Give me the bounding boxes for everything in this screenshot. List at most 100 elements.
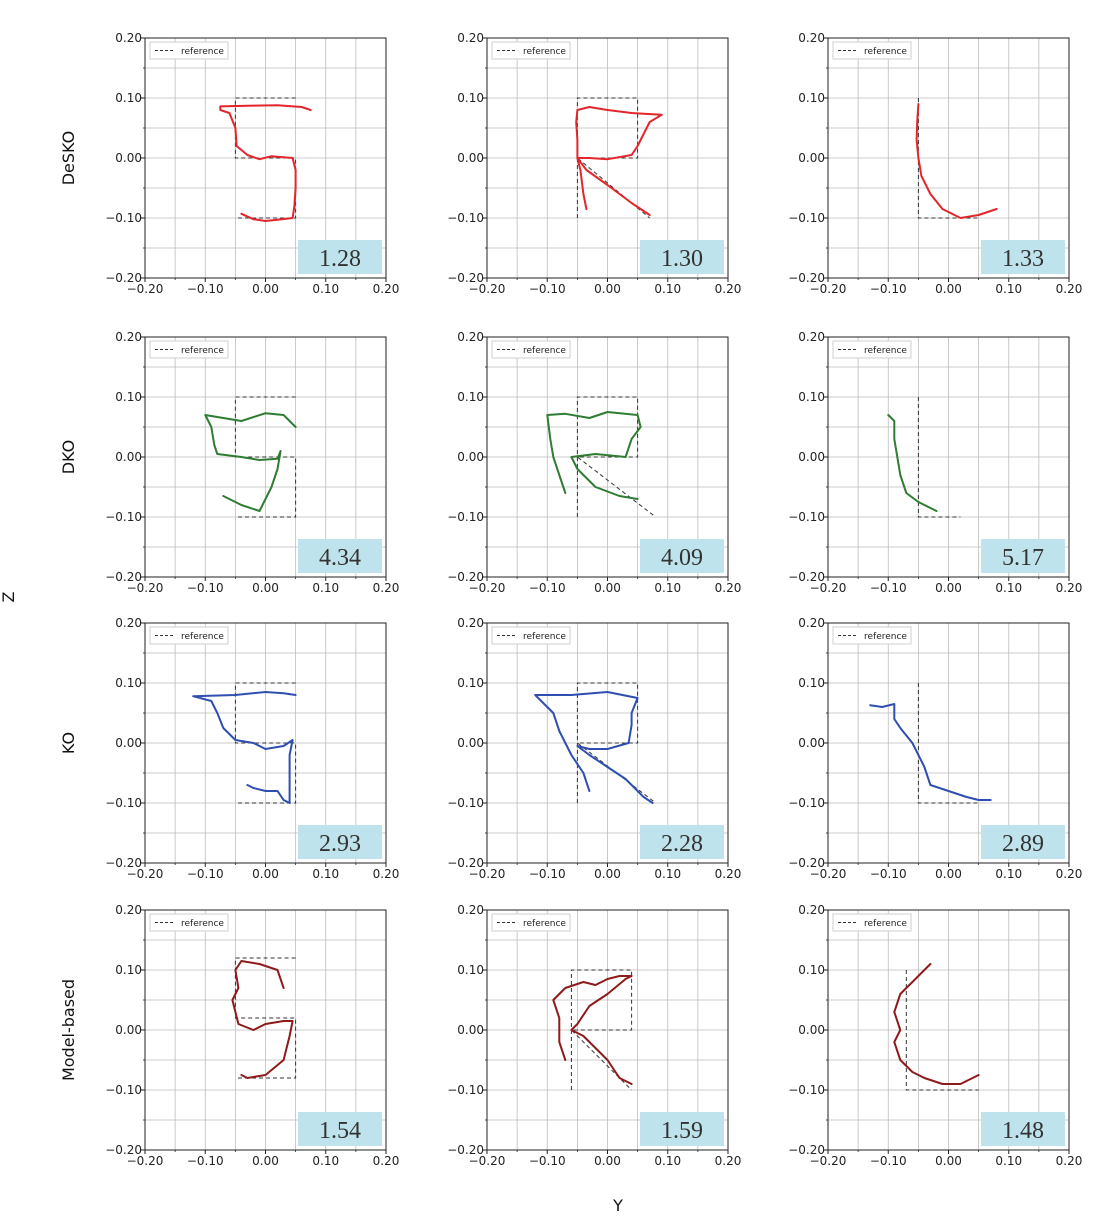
x-tick-label: 0.20 [715, 581, 742, 595]
row-label: Model-based [59, 979, 78, 1081]
y-tick-label: −0.10 [105, 211, 142, 225]
trajectory-line [204, 412, 297, 512]
row-label: DeSKO [59, 131, 78, 186]
legend-box [491, 340, 571, 359]
score-box [981, 240, 1065, 274]
y-tick-label: −0.10 [447, 510, 484, 524]
subplot-model-based-r: −0.20−0.20 −0.10 −0.10 0.00 0.00 0.10 0.10 0.20… [447, 903, 741, 1168]
x-tick-label: 0.10 [312, 282, 339, 296]
y-tick-label: 0.10 [457, 963, 484, 977]
score-value: 2.89 [1002, 831, 1044, 857]
x-tick-label: 0.10 [312, 581, 339, 595]
x-tick-label: −0.10 [870, 282, 907, 296]
x-tick-label: 0.20 [715, 867, 742, 881]
y-tick-label: −0.20 [788, 570, 825, 584]
subplot-dko-r: −0.20−0.20 −0.10 −0.10 0.00 0.00 0.10 0.10 0.20… [447, 330, 741, 595]
trajectory-line [869, 703, 992, 801]
y-tick-label: −0.20 [105, 856, 142, 870]
trajectory-line [231, 960, 294, 1079]
x-tick-label: 0.00 [252, 867, 279, 881]
y-tick-label: 0.00 [115, 450, 142, 464]
reference-path [575, 396, 657, 518]
legend-box [832, 41, 912, 60]
reference-path [917, 683, 979, 804]
x-tick-label: −0.10 [529, 867, 566, 881]
legend: reference [832, 340, 912, 359]
x-tick-label: 0.20 [373, 867, 400, 881]
reference-path [575, 682, 657, 804]
score-value: 1.48 [1002, 1118, 1044, 1144]
trajectory-line [893, 963, 980, 1085]
reference-path [234, 682, 297, 804]
legend: reference [491, 913, 571, 932]
y-tick-label: −0.10 [788, 796, 825, 810]
x-tick-label: 0.20 [1056, 867, 1083, 881]
legend-label: reference [864, 632, 907, 642]
x-tick-label: 0.10 [654, 581, 681, 595]
y-tick-label: −0.20 [447, 856, 484, 870]
subplot-ko-r: −0.20−0.20 −0.10 −0.10 0.00 0.00 0.10 0.10 0.20… [447, 616, 741, 881]
legend-label: reference [181, 346, 224, 356]
trajectory-line [192, 691, 297, 804]
y-tick-label: 0.20 [798, 31, 825, 45]
x-tick-label: −0.10 [529, 1154, 566, 1168]
x-tick-label: −0.20 [810, 867, 847, 881]
x-tick-label: 0.20 [715, 282, 742, 296]
trajectory-line [552, 975, 633, 1085]
reference-path [905, 970, 979, 1091]
y-tick-label: 0.20 [457, 903, 484, 917]
y-tick-label: −0.10 [105, 1083, 142, 1097]
x-tick-label: −0.20 [810, 282, 847, 296]
reference-path [234, 957, 297, 1079]
y-tick-label: 0.20 [115, 616, 142, 630]
legend-box [491, 41, 571, 60]
x-tick-label: 0.00 [935, 1154, 962, 1168]
x-tick-label: 0.00 [252, 581, 279, 595]
y-tick-label: 0.10 [115, 963, 142, 977]
legend-box [832, 626, 912, 645]
y-tick-label: 0.20 [115, 31, 142, 45]
score-box [640, 539, 724, 573]
legend: reference [832, 41, 912, 60]
y-tick-label: −0.20 [788, 271, 825, 285]
x-tick-label: 0.00 [594, 1154, 621, 1168]
y-tick-label: 0.00 [115, 736, 142, 750]
x-tick-label: 0.10 [654, 1154, 681, 1168]
x-tick-label: 0.10 [654, 282, 681, 296]
row-label: DKO [59, 440, 78, 475]
x-tick-label: 0.00 [252, 1154, 279, 1168]
y-tick-label: −0.20 [105, 271, 142, 285]
x-tick-label: 0.10 [312, 1154, 339, 1168]
y-tick-label: 0.10 [798, 676, 825, 690]
legend-label: reference [523, 919, 566, 929]
y-tick-label: 0.20 [115, 903, 142, 917]
x-tick-label: 0.00 [935, 282, 962, 296]
y-tick-label: 0.20 [798, 330, 825, 344]
subplot-desko-r: −0.20−0.20 −0.10 −0.10 0.00 0.00 0.10 0.10 0.20… [447, 31, 741, 296]
y-axis-title: Z [0, 591, 18, 602]
x-tick-label: 0.20 [373, 581, 400, 595]
legend-box [149, 626, 229, 645]
subplot-desko-l: −0.20−0.20 −0.10 −0.10 0.00 0.00 0.10 0.10 0.20… [788, 31, 1082, 296]
legend-label: reference [523, 632, 566, 642]
y-tick-label: −0.10 [105, 510, 142, 524]
y-tick-label: 0.00 [115, 151, 142, 165]
score-box [640, 825, 724, 859]
y-tick-label: 0.20 [457, 616, 484, 630]
score-value: 1.59 [661, 1118, 703, 1144]
x-tick-label: −0.10 [529, 581, 566, 595]
y-tick-label: 0.10 [798, 91, 825, 105]
subplot-dko-s: −0.20−0.20 −0.10 −0.10 0.00 0.00 0.10 0.10 0.20… [105, 330, 399, 595]
legend: reference [491, 340, 571, 359]
x-tick-label: −0.20 [127, 282, 164, 296]
subplot-dko-l: −0.20−0.20 −0.10 −0.10 0.00 0.00 0.10 0.10 0.20… [788, 330, 1082, 595]
y-tick-label: −0.10 [447, 796, 484, 810]
legend-box [149, 913, 229, 932]
y-tick-label: −0.20 [788, 856, 825, 870]
y-tick-label: −0.20 [447, 1143, 484, 1157]
x-tick-label: −0.10 [870, 867, 907, 881]
x-axis-title: Y [612, 1196, 623, 1215]
trajectory-line [546, 411, 642, 500]
score-box [640, 240, 724, 274]
